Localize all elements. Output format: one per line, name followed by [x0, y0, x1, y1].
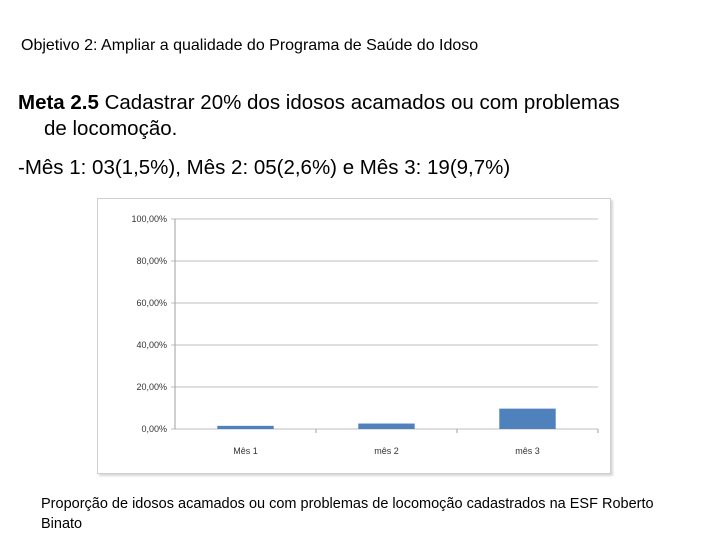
- y-tick-label: 0,00%: [141, 424, 167, 434]
- meta-text-line2: de locomoção.: [44, 117, 178, 140]
- bar: [217, 425, 274, 429]
- x-tick-label: mês 3: [515, 446, 540, 456]
- months-summary: -Mês 1: 03(1,5%), Mês 2: 05(2,6%) e Mês …: [18, 156, 511, 179]
- bar: [499, 408, 556, 429]
- bar-chart: 0,00% 20,00% 40,00% 60,00% 80,00% 100,00% Mês …: [97, 198, 611, 474]
- meta-statement: Meta 2.5 Cadastrar 20% dos idosos acamad…: [18, 90, 698, 142]
- y-tick-label: 40,00%: [136, 340, 167, 350]
- y-tick-label: 60,00%: [136, 298, 167, 308]
- bar: [358, 423, 415, 429]
- y-tick-label: 80,00%: [136, 256, 167, 266]
- objective-title: Objetivo 2: Ampliar a qualidade do Progr…: [21, 37, 479, 54]
- y-tick-label: 100,00%: [131, 214, 167, 224]
- meta-label: Meta 2.5: [18, 91, 99, 114]
- chart-caption: Proporção de idosos acamados ou com prob…: [41, 496, 654, 532]
- x-tick-label: Mês 1: [233, 446, 258, 456]
- meta-text-line1: Cadastrar 20% dos idosos acamados ou com…: [98, 91, 620, 114]
- chart-svg: 0,00% 20,00% 40,00% 60,00% 80,00% 100,00% Mês …: [131, 214, 599, 456]
- y-tick-label: 20,00%: [136, 382, 167, 392]
- x-tick-label: mês 2: [374, 446, 399, 456]
